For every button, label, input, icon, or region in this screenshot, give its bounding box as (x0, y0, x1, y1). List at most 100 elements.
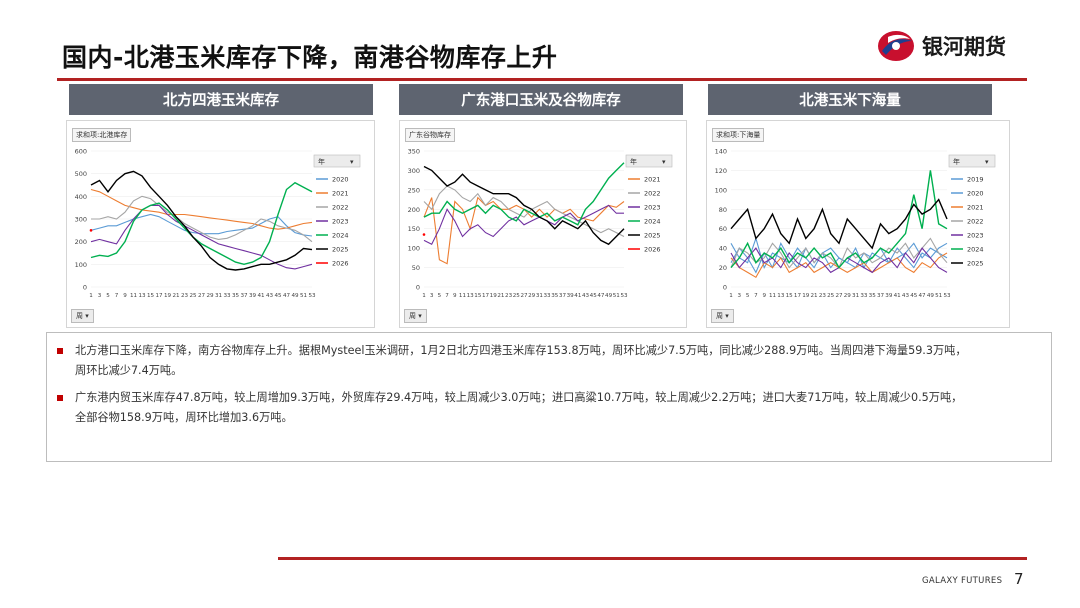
x-tick-label: 7 (115, 293, 119, 299)
legend-label: 2025 (332, 246, 349, 254)
y-tick-label: 20 (719, 264, 727, 272)
legend-label: 2024 (967, 246, 984, 254)
chart-header-north-shipments: 北港玉米下海量 (708, 84, 992, 115)
x-tick-label: 7 (445, 293, 449, 299)
week-filter-label: 周 (409, 312, 416, 320)
chart-north-stock: 0 100 200 300 400 500 600 1 3 5 7 9 11 13 15 17 19 21 23 25… (66, 120, 375, 328)
series-point-2026 (89, 229, 93, 232)
pivot-field-label[interactable]: 求和项:北港库存 (72, 128, 132, 142)
chart-guangdong-stock: 0 50 100 150 200 250 300 350 1 3 5 7 9 11 13 15 17 19 21 23… (399, 120, 687, 328)
y-tick-label: 300 (408, 167, 420, 175)
x-tick-label: 41 (257, 293, 265, 299)
x-tick-label: 25 (189, 293, 197, 299)
x-tick-label: 51 (300, 293, 308, 299)
legend-label: 2023 (967, 232, 984, 240)
y-tick-label: 60 (719, 225, 727, 233)
note-item: 北方港口玉米库存下降，南方谷物库存上升。据根Mysteel玉米调研，1月2日北方… (57, 341, 1037, 381)
series-line-2023 (90, 204, 313, 270)
x-tick-label: 15 (147, 293, 155, 299)
x-tick-label: 17 (794, 293, 802, 299)
x-tick-label: 19 (802, 293, 810, 299)
x-tick-label: 47 (283, 293, 291, 299)
y-tick-label: 300 (75, 216, 87, 224)
x-tick-label: 33 (860, 293, 868, 299)
legend-filter-button (948, 154, 996, 168)
x-tick-label: 17 (155, 293, 163, 299)
x-tick-label: 31 (852, 293, 860, 299)
pivot-field-label[interactable]: 求和项:下海量 (712, 128, 765, 142)
series-line-2023 (423, 204, 624, 246)
series-line-2024 (90, 181, 313, 266)
x-tick-label: 49 (291, 293, 299, 299)
series-line-2021 (90, 188, 313, 230)
legend-filter-button (625, 154, 673, 168)
legend-label: 2023 (332, 218, 349, 226)
x-tick-label: 5 (438, 293, 442, 299)
legend-filter-button (313, 154, 361, 168)
note-text: 北方港口玉米库存下降，南方谷物库存上升。据根Mysteel玉米调研，1月2日北方… (75, 341, 967, 381)
week-filter-button[interactable]: 周 ▾ (711, 309, 734, 323)
x-tick-label: 11 (459, 293, 467, 299)
x-tick-label: 41 (574, 293, 582, 299)
y-tick-label: 0 (83, 284, 87, 292)
x-tick-label: 29 (844, 293, 852, 299)
legend-label: 2026 (332, 260, 349, 268)
chart-north-shipments: 0 20 40 60 80 100 120 140 1 3 5 7 9 11 13 15 17 19 21 23 25 2… (706, 120, 1010, 328)
x-tick-label: 53 (308, 293, 316, 299)
series-line-2022 (423, 185, 625, 237)
x-tick-label: 9 (453, 293, 457, 299)
y-tick-label: 100 (715, 186, 727, 194)
week-filter-button[interactable]: 周 ▾ (404, 309, 427, 323)
legend-label: 2020 (332, 176, 349, 184)
note-line: 周环比减少7.4万吨。 (75, 364, 183, 377)
x-tick-label: 53 (620, 293, 628, 299)
x-tick-label: 31 (215, 293, 223, 299)
y-tick-label: 80 (719, 206, 727, 214)
x-tick-label: 9 (762, 293, 766, 299)
x-tick-label: 39 (249, 293, 257, 299)
brand-logo: 银河期货 (876, 28, 1006, 64)
x-tick-label: 39 (567, 293, 575, 299)
y-tick-label: 100 (408, 245, 420, 253)
x-tick-label: 43 (582, 293, 590, 299)
x-tick-label: 21 (497, 293, 505, 299)
x-tick-label: 5 (106, 293, 110, 299)
x-tick-label: 5 (746, 293, 750, 299)
x-tick-label: 13 (467, 293, 475, 299)
week-filter-button[interactable]: 周 ▾ (71, 309, 94, 323)
y-tick-label: 120 (715, 167, 727, 175)
analysis-notes: 北方港口玉米库存下降，南方谷物库存上升。据根Mysteel玉米调研，1月2日北方… (46, 332, 1052, 462)
header-rule (57, 78, 1027, 81)
legend-label: 2021 (644, 176, 661, 184)
page-title: 国内-北港玉米库存下降，南港谷物库存上升 (62, 43, 558, 72)
y-tick-label: 0 (723, 284, 727, 292)
pivot-field-label[interactable]: 广东谷物库存 (405, 128, 455, 142)
x-tick-label: 11 (769, 293, 777, 299)
note-item: 广东港内贸玉米库存47.8万吨，较上周增加9.3万吨，外贸库存29.4万吨，较上… (57, 388, 1037, 428)
x-tick-label: 45 (910, 293, 918, 299)
legend-label: 2019 (967, 176, 984, 184)
y-tick-label: 140 (715, 148, 727, 156)
filter-icon: ▾ (662, 158, 666, 166)
series-line-2023 (730, 247, 948, 274)
legend-label: 2021 (967, 204, 984, 212)
x-tick-label: 23 (181, 293, 189, 299)
y-tick-label: 200 (75, 238, 87, 246)
x-tick-label: 27 (835, 293, 843, 299)
series-line-2024 (730, 170, 948, 269)
legend-label: 2020 (967, 190, 984, 198)
x-tick-label: 25 (513, 293, 521, 299)
x-tick-label: 33 (223, 293, 231, 299)
x-tick-label: 25 (827, 293, 835, 299)
filter-icon: ▾ (985, 158, 989, 166)
chart-header-guangdong-stock: 广东港口玉米及谷物库存 (399, 84, 683, 115)
x-tick-label: 45 (274, 293, 282, 299)
note-line: 全部谷物158.9万吨，周环比增加3.6万吨。 (75, 411, 293, 424)
bullet-square-icon (57, 395, 63, 401)
filter-icon: ▾ (350, 158, 354, 166)
x-tick-label: 19 (490, 293, 498, 299)
y-tick-label: 50 (412, 264, 420, 272)
x-tick-label: 31 (536, 293, 544, 299)
x-tick-label: 33 (544, 293, 552, 299)
